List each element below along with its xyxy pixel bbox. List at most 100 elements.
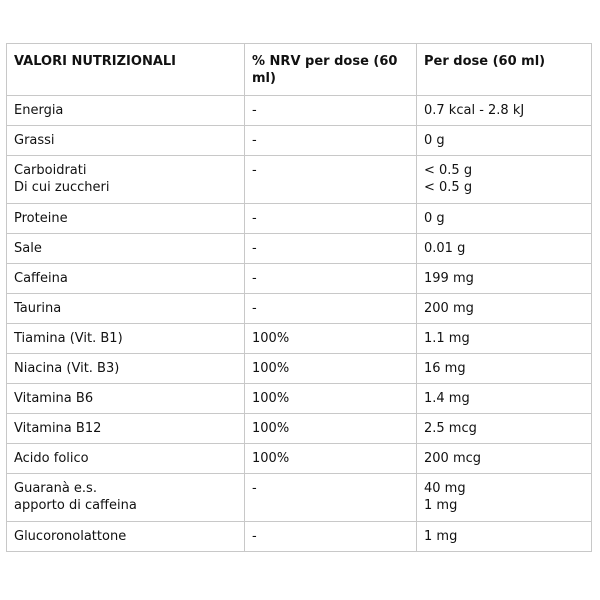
nutrient-cell: Vitamina B12: [6, 413, 245, 444]
nutrient-cell-text: Glucoronolattone: [14, 529, 127, 544]
table-row: Caffeina - 199 mg: [6, 263, 592, 294]
table-header: VALORI NUTRIZIONALI % NRV per dose (60 m…: [6, 43, 592, 96]
nrv-cell-text: 100%: [252, 331, 290, 346]
per-dose-cell: 200 mcg: [416, 443, 592, 474]
nrv-cell-text: -: [252, 241, 257, 256]
per-dose-cell-text: 0.01 g: [424, 241, 466, 256]
per-dose-cell: 200 mg: [416, 293, 592, 324]
header-nrv: % NRV per dose (60 ml): [244, 43, 417, 96]
nutrient-cell: Sale: [6, 233, 245, 264]
table-row: Carboidrati Di cui zuccheri - < 0.5 g < 0.5 …: [6, 155, 592, 204]
per-dose-cell-text: < 0.5 g: [424, 180, 473, 195]
nutrient-cell: Tiamina (Vit. B1): [6, 323, 245, 354]
nutrient-cell-text: Sale: [14, 241, 42, 256]
per-dose-cell-text: 0 g: [424, 211, 445, 226]
table-row: Vitamina B12 100% 2.5 mcg: [6, 413, 592, 444]
nrv-cell: -: [244, 293, 417, 324]
nrv-cell-text: -: [252, 103, 257, 118]
per-dose-cell: 1.4 mg: [416, 383, 592, 414]
nutrient-cell-text: Di cui zuccheri: [14, 180, 110, 195]
nrv-cell-text: -: [252, 211, 257, 226]
nutrient-cell: Energia: [6, 95, 245, 126]
nrv-cell: 100%: [244, 383, 417, 414]
nutrient-cell-text: Caffeina: [14, 271, 68, 286]
table-row: Tiamina (Vit. B1) 100% 1.1 mg: [6, 323, 592, 354]
per-dose-cell: 0 g: [416, 203, 592, 234]
nutrient-cell-text: Taurina: [14, 301, 62, 316]
nutrient-cell: Glucoronolattone: [6, 521, 245, 552]
nrv-cell-text: -: [252, 529, 257, 544]
nutrient-cell: Niacina (Vit. B3): [6, 353, 245, 384]
nrv-cell: -: [244, 155, 417, 204]
nrv-cell-text: 100%: [252, 421, 290, 436]
per-dose-cell-text: 200 mcg: [424, 451, 482, 466]
nrv-cell: -: [244, 263, 417, 294]
nutrient-cell-text: Acido folico: [14, 451, 89, 466]
nutrient-cell-text: Guaranà e.s.: [14, 481, 97, 496]
header-per-dose: Per dose (60 ml): [416, 43, 592, 96]
per-dose-cell: 2.5 mcg: [416, 413, 592, 444]
nutrient-cell-text: Tiamina (Vit. B1): [14, 331, 123, 346]
table-row: Glucoronolattone - 1 mg: [6, 521, 592, 552]
per-dose-cell-text: 1 mg: [424, 529, 458, 544]
per-dose-cell-text: 0.7 kcal - 2.8 kJ: [424, 103, 525, 118]
nrv-cell-text: 100%: [252, 391, 290, 406]
nutrient-cell-text: Niacina (Vit. B3): [14, 361, 120, 376]
per-dose-cell: 1.1 mg: [416, 323, 592, 354]
per-dose-cell: 0 g: [416, 125, 592, 156]
per-dose-cell-text: 200 mg: [424, 301, 474, 316]
nutrient-cell-text: Vitamina B12: [14, 421, 102, 436]
nrv-cell-text: -: [252, 271, 257, 286]
per-dose-cell: 0.01 g: [416, 233, 592, 264]
nrv-cell-text: -: [252, 481, 257, 496]
nrv-cell-text: 100%: [252, 361, 290, 376]
nutrient-cell-text: Proteine: [14, 211, 68, 226]
nrv-cell-text: -: [252, 133, 257, 148]
nrv-cell-text: -: [252, 301, 257, 316]
nutrient-cell-text: Carboidrati: [14, 163, 87, 178]
nutrient-cell-text: apporto di caffeina: [14, 498, 137, 513]
nutrient-cell: Grassi: [6, 125, 245, 156]
nrv-cell: -: [244, 473, 417, 522]
table-row: Niacina (Vit. B3) 100% 16 mg: [6, 353, 592, 384]
nutrient-cell: Proteine: [6, 203, 245, 234]
per-dose-cell-text: 40 mg: [424, 481, 466, 496]
per-dose-cell-text: 16 mg: [424, 361, 466, 376]
table-row: Sale - 0.01 g: [6, 233, 592, 264]
header-nutrient: VALORI NUTRIZIONALI: [6, 43, 245, 96]
per-dose-cell-text: < 0.5 g: [424, 163, 473, 178]
table-row: Proteine - 0 g: [6, 203, 592, 234]
nutrient-cell-text: Vitamina B6: [14, 391, 94, 406]
nutrient-cell: Taurina: [6, 293, 245, 324]
header-row: VALORI NUTRIZIONALI % NRV per dose (60 m…: [6, 43, 592, 96]
per-dose-cell: 40 mg 1 mg: [416, 473, 592, 522]
nrv-cell: -: [244, 521, 417, 552]
nrv-cell-text: 100%: [252, 451, 290, 466]
table-row: Energia - 0.7 kcal - 2.8 kJ: [6, 95, 592, 126]
nrv-cell: 100%: [244, 443, 417, 474]
per-dose-cell: 199 mg: [416, 263, 592, 294]
per-dose-cell-text: 1.1 mg: [424, 331, 470, 346]
nrv-cell: 100%: [244, 413, 417, 444]
table-row: Grassi - 0 g: [6, 125, 592, 156]
nutrient-cell-text: Grassi: [14, 133, 55, 148]
nutrient-cell: Acido folico: [6, 443, 245, 474]
table-row: Taurina - 200 mg: [6, 293, 592, 324]
nutrient-cell: Guaranà e.s. apporto di caffeina: [6, 473, 245, 522]
per-dose-cell: < 0.5 g < 0.5 g: [416, 155, 592, 204]
nrv-cell: -: [244, 203, 417, 234]
nrv-cell: 100%: [244, 353, 417, 384]
table-body: Energia - 0.7 kcal - 2.8 kJ Grassi - 0 g Carbo…: [6, 95, 592, 552]
per-dose-cell-text: 0 g: [424, 133, 445, 148]
nutrient-cell: Carboidrati Di cui zuccheri: [6, 155, 245, 204]
per-dose-cell: 1 mg: [416, 521, 592, 552]
per-dose-cell: 0.7 kcal - 2.8 kJ: [416, 95, 592, 126]
per-dose-cell: 16 mg: [416, 353, 592, 384]
per-dose-cell-text: 1.4 mg: [424, 391, 470, 406]
nutrition-table: VALORI NUTRIZIONALI % NRV per dose (60 m…: [6, 43, 592, 552]
nutrient-cell: Caffeina: [6, 263, 245, 294]
nrv-cell: -: [244, 233, 417, 264]
nrv-cell: 100%: [244, 323, 417, 354]
table-row: Guaranà e.s. apporto di caffeina - 40 mg 1 m…: [6, 473, 592, 522]
table-row: Vitamina B6 100% 1.4 mg: [6, 383, 592, 414]
